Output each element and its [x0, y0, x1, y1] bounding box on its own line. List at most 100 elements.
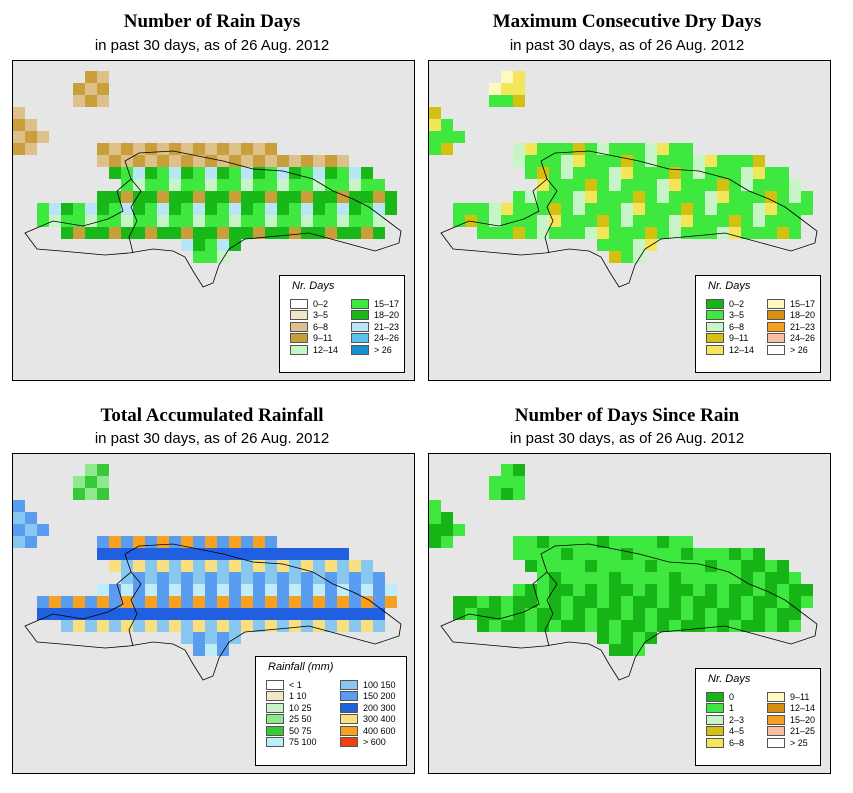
panel-subtitle: in past 30 days, as of 26 Aug. 2012 [94, 37, 330, 54]
grid-cell [289, 179, 301, 191]
grid-cell [657, 620, 669, 632]
grid-cell [181, 191, 193, 203]
grid-cell [729, 155, 741, 167]
grid-cell [705, 608, 717, 620]
grid-cell [157, 179, 169, 191]
grid-cell [253, 572, 265, 584]
grid-cell [489, 488, 501, 500]
legend-item: 9–11 [706, 333, 748, 344]
grid-cell [37, 596, 49, 608]
grid-cell [489, 203, 501, 215]
grid-cell [501, 227, 513, 239]
grid-cell [549, 227, 561, 239]
panel-title: Total Accumulated Rainfall [100, 405, 324, 426]
grid-cell [549, 560, 561, 572]
grid-cell [373, 572, 385, 584]
grid-cell [61, 203, 73, 215]
legend-label: 2–3 [729, 714, 745, 725]
grid-cell [621, 632, 633, 644]
grid-cell [777, 584, 789, 596]
grid-cell [429, 500, 441, 512]
grid-cell [121, 155, 133, 167]
grid-cell [777, 203, 789, 215]
grid-cell [549, 596, 561, 608]
grid-cell [217, 584, 229, 596]
grid-cell [729, 203, 741, 215]
grid-cell [277, 215, 289, 227]
island-outline [440, 543, 818, 681]
grid-cell [681, 179, 693, 191]
grid-cell [169, 584, 181, 596]
grid-cell [193, 620, 205, 632]
grid-cell [61, 596, 73, 608]
grid-cell [489, 95, 501, 107]
grid-cell [85, 215, 97, 227]
grid-cell [97, 476, 109, 488]
grid-cell [157, 620, 169, 632]
grid-cell [693, 596, 705, 608]
grid-cell [133, 227, 145, 239]
grid-cell [385, 584, 397, 596]
grid-cell [645, 548, 657, 560]
legend-swatch [767, 310, 785, 320]
grid-cell [525, 548, 537, 560]
grid-cell [765, 572, 777, 584]
grid-cell [253, 227, 265, 239]
grid-cell [169, 155, 181, 167]
grid-cell [145, 191, 157, 203]
grid-cell [373, 584, 385, 596]
grid-cell [325, 167, 337, 179]
grid-cell [597, 155, 609, 167]
grid-cell [181, 608, 193, 620]
grid-cell [525, 608, 537, 620]
legend-label: 25 50 [289, 714, 312, 724]
grid-cell [337, 596, 349, 608]
grid-cell [729, 227, 741, 239]
grid-cell [621, 155, 633, 167]
grid-cell [741, 155, 753, 167]
grid-cell [561, 167, 573, 179]
grid-cell [277, 167, 289, 179]
grid-cell [85, 596, 97, 608]
grid-cell [573, 179, 585, 191]
grid-cell [229, 596, 241, 608]
grid-cell [241, 620, 253, 632]
grid-cell [73, 203, 85, 215]
legend-item: 6–8 [706, 321, 744, 332]
grid-cell [573, 227, 585, 239]
grid-cell [645, 560, 657, 572]
grid-cell [657, 560, 669, 572]
grid-cell [717, 179, 729, 191]
grid-cell [241, 203, 253, 215]
legend-item: 50 75 [266, 725, 312, 736]
grid-cell [681, 536, 693, 548]
grid-cell [193, 179, 205, 191]
legend-label: 12–14 [790, 703, 816, 713]
grid-cell [289, 215, 301, 227]
grid-cell [205, 251, 217, 263]
grid-cell [277, 608, 289, 620]
grid-cells [13, 464, 397, 656]
legend-item: 150 200 [340, 691, 396, 702]
legend-label: 12–14 [729, 344, 755, 355]
grid-cell [265, 143, 277, 155]
legend-label: 18–20 [790, 310, 816, 320]
legend-label: 6–8 [729, 737, 745, 748]
grid-cell [633, 239, 645, 251]
grid-cell [133, 143, 145, 155]
grid-cell [729, 215, 741, 227]
grid-cell [157, 596, 169, 608]
legend-label: 0–2 [313, 298, 329, 309]
grid-cell [753, 179, 765, 191]
grid-cell [525, 536, 537, 548]
grid-cell [621, 203, 633, 215]
grid-cell [349, 596, 361, 608]
grid-cell [657, 536, 669, 548]
grid-cell [633, 632, 645, 644]
grid-cell [549, 548, 561, 560]
grid-cell [633, 572, 645, 584]
grid-cell [241, 560, 253, 572]
panel-title: Maximum Consecutive Dry Days [492, 11, 762, 32]
grid-cell [193, 584, 205, 596]
legend-label: 200 300 [363, 702, 396, 713]
